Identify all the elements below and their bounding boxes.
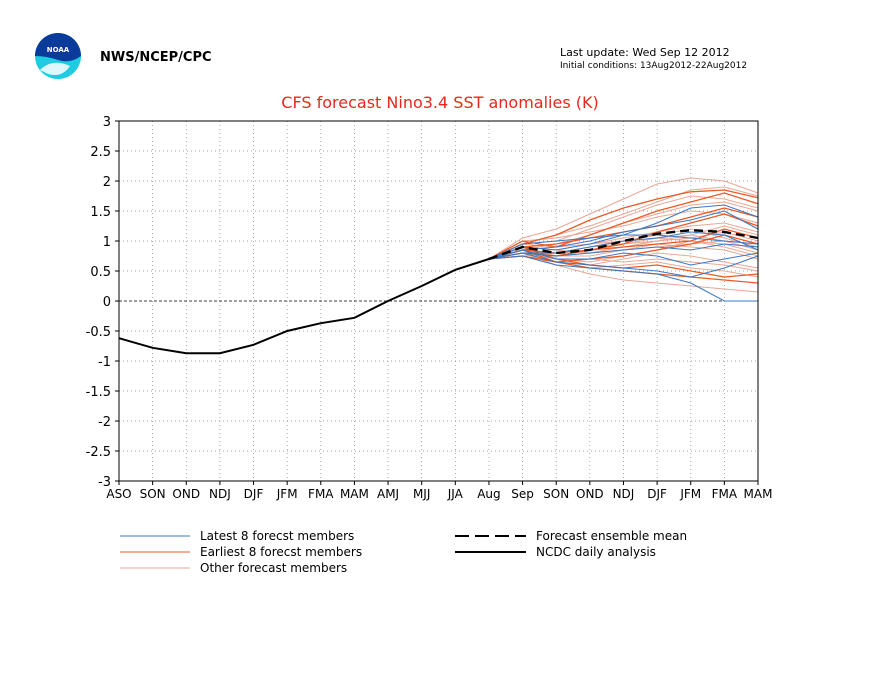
- y-tick-label: 1.5: [90, 205, 111, 220]
- y-tick-label: -1: [98, 355, 111, 370]
- latest-member-line: [488, 234, 759, 260]
- y-tick-label: 0.5: [90, 265, 111, 280]
- last-update: Last update: Wed Sep 12 2012: [560, 46, 730, 59]
- other-member-line: [488, 177, 759, 260]
- org-label: NWS/NCEP/CPC: [100, 50, 212, 65]
- x-tick-label: DJF: [244, 487, 264, 501]
- latest-member-line: [488, 243, 759, 260]
- x-tick-label: AMJ: [377, 487, 399, 501]
- x-axis-ticks: ASO SON OND NDJ DJF JFM FMA MAM AMJ MJJ JJA Aug Sep S…: [106, 481, 772, 501]
- legend-label-mean: Forecast ensemble mean: [536, 529, 687, 543]
- x-tick-label: FMA: [308, 487, 334, 501]
- latest-member-line: [488, 255, 758, 302]
- x-tick-label: NDJ: [209, 487, 231, 501]
- legend: Latest 8 forecst members Earliest 8 fore…: [120, 529, 687, 575]
- x-tick-label: Sep: [511, 487, 534, 501]
- grid-lines: [119, 121, 758, 481]
- y-tick-label: 0: [103, 295, 111, 310]
- y-tick-label: 2.5: [90, 145, 111, 160]
- x-tick-label: DJF: [647, 487, 667, 501]
- y-axis-ticks: 3 2.5 2 1.5 1 0.5 0 -0.5 -1 -1.5 -2 -2.5 -3: [86, 115, 119, 490]
- legend-label-analysis: NCDC daily analysis: [536, 545, 656, 559]
- legend-label-earliest: Earliest 8 forecst members: [200, 545, 362, 559]
- x-tick-label: JJA: [447, 487, 464, 501]
- svg-text:NOAA: NOAA: [47, 46, 70, 54]
- x-tick-label: MAM: [340, 487, 369, 501]
- x-tick-label: FMA: [712, 487, 738, 501]
- y-tick-label: -1.5: [86, 385, 111, 400]
- x-tick-label: MAM: [744, 487, 773, 501]
- forecast-members: [488, 177, 759, 302]
- other-member-line: [488, 252, 759, 293]
- x-tick-label: OND: [172, 487, 200, 501]
- analysis-line: [118, 258, 490, 355]
- noaa-logo-icon: NOAA: [35, 33, 81, 79]
- legend-label-latest: Latest 8 forecst members: [200, 529, 354, 543]
- y-tick-label: -2: [98, 415, 111, 430]
- y-tick-label: 3: [103, 115, 111, 130]
- x-tick-label: NDJ: [613, 487, 635, 501]
- y-tick-label: -0.5: [86, 325, 111, 340]
- x-tick-label: ASO: [106, 487, 131, 501]
- x-tick-label: JFM: [679, 487, 701, 501]
- x-tick-label: MJJ: [413, 487, 430, 501]
- earliest-member-line: [488, 189, 759, 260]
- x-tick-label: OND: [576, 487, 604, 501]
- x-tick-label: JFM: [276, 487, 298, 501]
- x-tick-label: Aug: [477, 487, 500, 501]
- y-tick-label: 1: [103, 235, 111, 250]
- x-tick-label: SON: [140, 487, 166, 501]
- y-tick-label: -2.5: [86, 445, 111, 460]
- initial-conditions: Initial conditions: 13Aug2012-22Aug2012: [560, 61, 747, 71]
- chart-title: CFS forecast Nino3.4 SST anomalies (K): [281, 93, 598, 112]
- earliest-member-line: [488, 234, 759, 263]
- legend-label-other: Other forecast members: [200, 561, 347, 575]
- x-tick-label: SON: [543, 487, 569, 501]
- other-member-line: [488, 210, 759, 260]
- y-tick-label: -3: [98, 475, 111, 490]
- latest-member-line: [488, 252, 759, 278]
- main-lines: [118, 228, 759, 355]
- ensemble-mean-line: [488, 228, 759, 261]
- y-tick-label: 2: [103, 175, 111, 190]
- latest-member-line: [488, 231, 759, 260]
